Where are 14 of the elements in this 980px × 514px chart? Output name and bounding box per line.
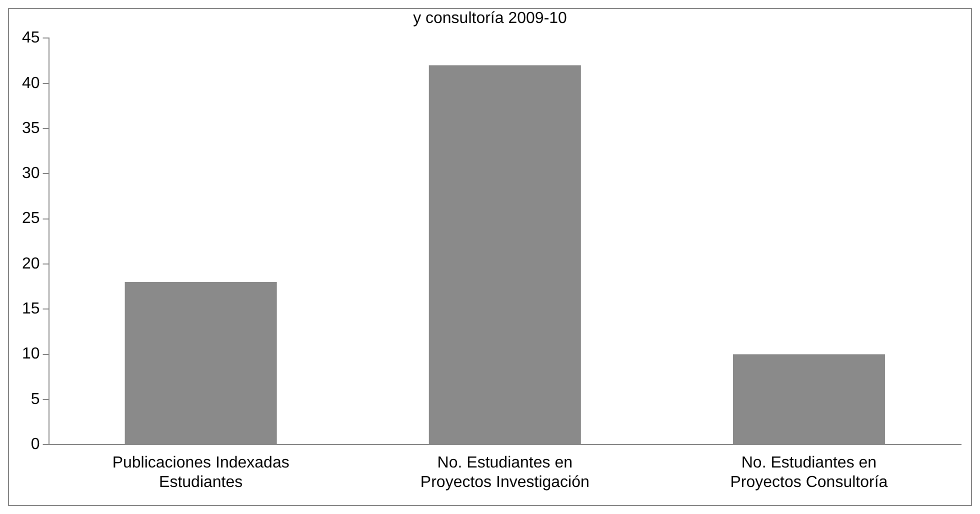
y-tick-label: 35 bbox=[22, 120, 40, 137]
chart-title: y consultoría 2009-10 bbox=[413, 10, 568, 28]
y-tick-label: 20 bbox=[22, 255, 40, 272]
y-tick-label: 45 bbox=[22, 30, 40, 47]
y-tick-label: 5 bbox=[30, 390, 40, 408]
y-tick-label: 40 bbox=[22, 74, 40, 92]
y-tick-label: 25 bbox=[22, 210, 40, 228]
y-tick-label: 30 bbox=[22, 165, 40, 182]
y-tick-label: 10 bbox=[22, 346, 40, 363]
y-tick-label: 15 bbox=[22, 300, 40, 318]
y-tick-label: 0 bbox=[30, 436, 40, 454]
x-tick-label: No. Estudiantes en Proyectos Investigación bbox=[420, 454, 590, 491]
x-tick-label: Publicaciones Indexadas Estudiantes bbox=[112, 454, 290, 491]
x-tick-label: No. Estudiantes en Proyectos Consultoría bbox=[730, 454, 888, 491]
